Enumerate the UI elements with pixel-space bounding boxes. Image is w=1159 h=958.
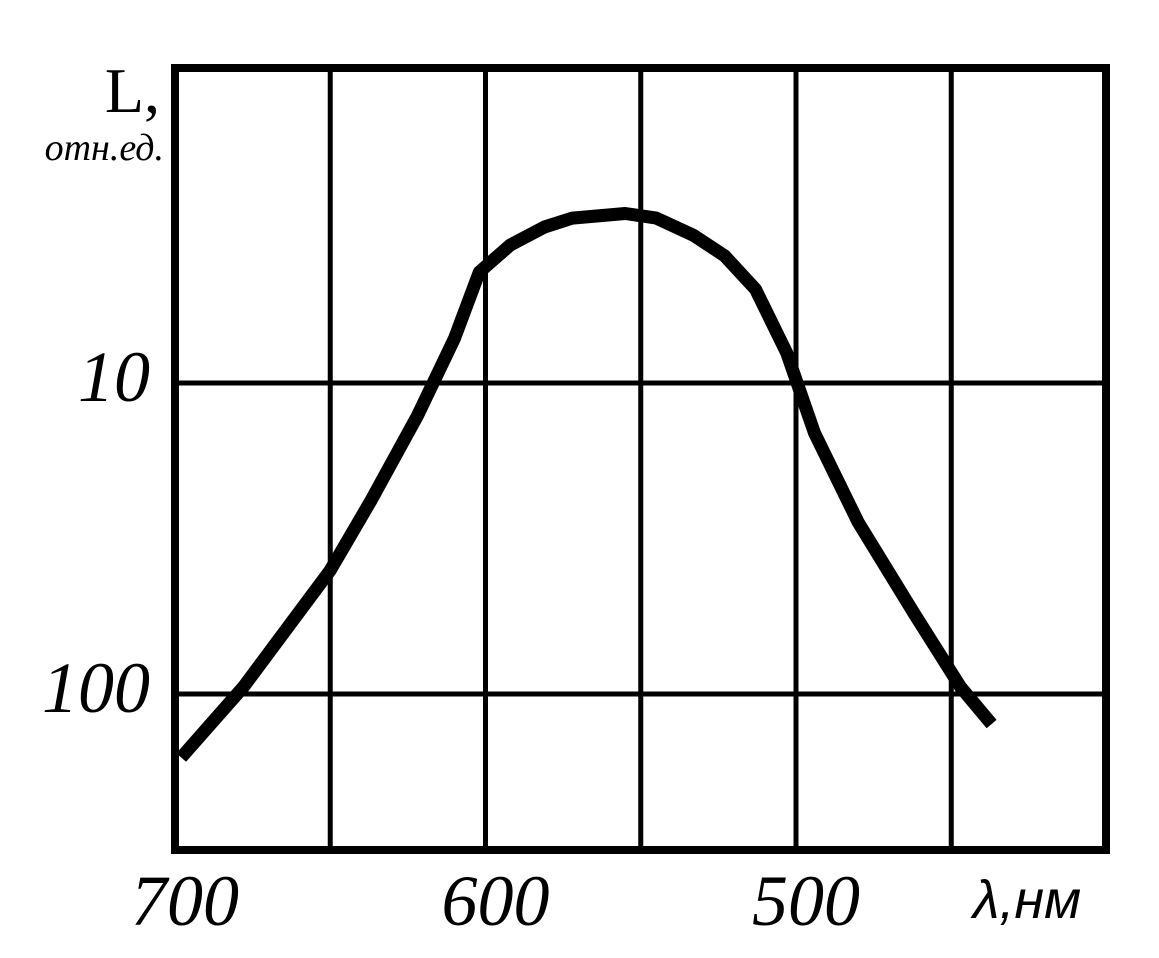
grid-lines (175, 68, 1106, 850)
y-tick-labels: 10 100 (42, 337, 150, 728)
x-tick-labels: 700 600 500 (131, 861, 860, 941)
x-tick-label-500: 500 (752, 861, 860, 941)
series-line-0 (176, 207, 997, 762)
plot-frame (171, 64, 1110, 854)
y-tick-label-10: 10 (78, 337, 150, 417)
series-layer (176, 207, 997, 762)
x-tick-label-600: 600 (442, 861, 550, 941)
y-axis-label: L, (105, 55, 160, 126)
x-tick-label-700: 700 (131, 861, 239, 941)
x-axis-label: λ,нм (970, 870, 1081, 930)
y-axis-unit: отн.ед. (45, 127, 164, 169)
y-tick-label-100: 100 (42, 648, 150, 728)
